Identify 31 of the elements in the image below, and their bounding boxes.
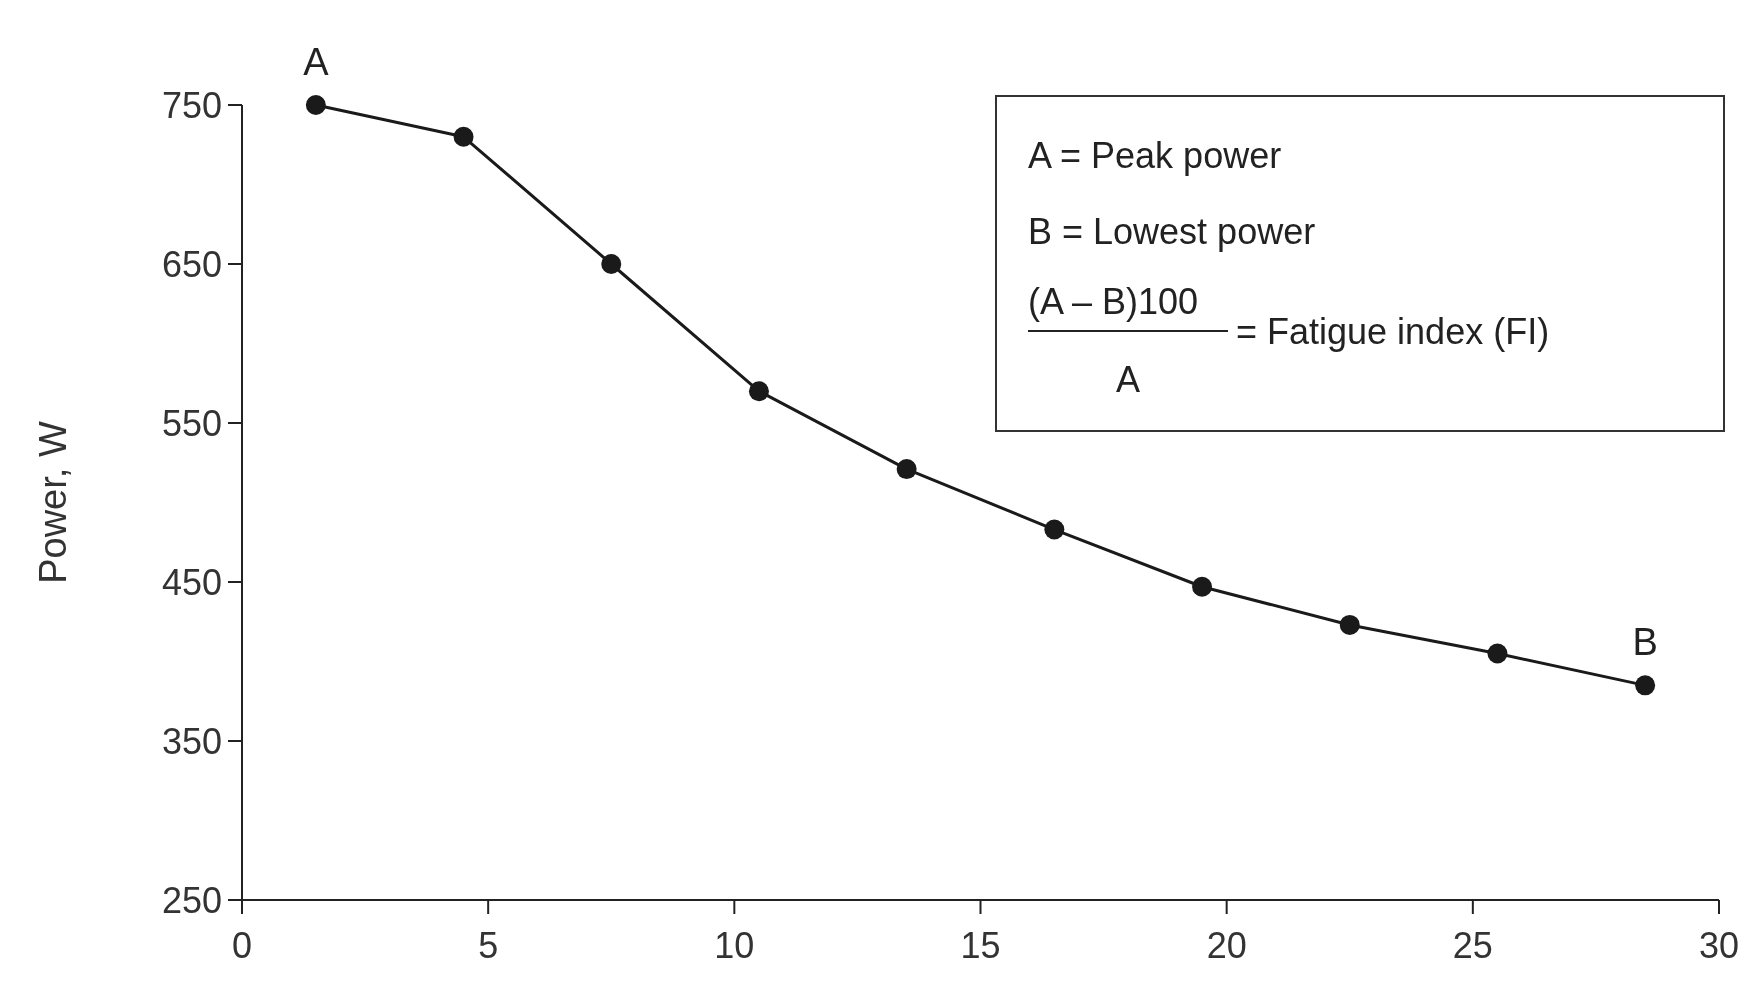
x-tick-label: 20 — [1206, 925, 1247, 966]
annotation: B — [1632, 621, 1658, 664]
y-tick-label: 650 — [161, 243, 222, 285]
annotation: A — [1115, 359, 1141, 400]
y-axis-title: Power, W — [32, 421, 74, 584]
point — [1044, 519, 1065, 540]
point — [748, 381, 769, 402]
point — [1635, 675, 1656, 696]
point — [896, 459, 917, 480]
x-tick-label: 10 — [714, 925, 755, 966]
point — [305, 95, 326, 115]
y-tick-label: 450 — [161, 561, 222, 603]
annotation: A — [303, 41, 330, 83]
point — [1339, 614, 1360, 635]
y-tick-label: 250 — [161, 879, 222, 921]
x-tick-label: 15 — [960, 925, 1001, 966]
point — [601, 254, 622, 274]
annotation: A = Peak power — [1028, 135, 1282, 176]
x-tick-label: 5 — [478, 925, 499, 966]
point — [1192, 576, 1213, 597]
annotation: B = Lowest power — [1028, 211, 1316, 252]
point — [453, 126, 474, 147]
x-tick-label: 30 — [1698, 925, 1740, 966]
point — [1487, 643, 1508, 664]
y-tick-label: 750 — [161, 84, 222, 126]
y-tick-label: 350 — [161, 720, 222, 762]
x-tick-label: 0 — [231, 925, 253, 966]
annotation: (A – B)100 — [1028, 281, 1199, 322]
y-tick-label: 550 — [161, 402, 222, 444]
x-tick-label: 25 — [1452, 925, 1493, 966]
annotation: = Fatigue index (FI) — [1236, 311, 1550, 352]
